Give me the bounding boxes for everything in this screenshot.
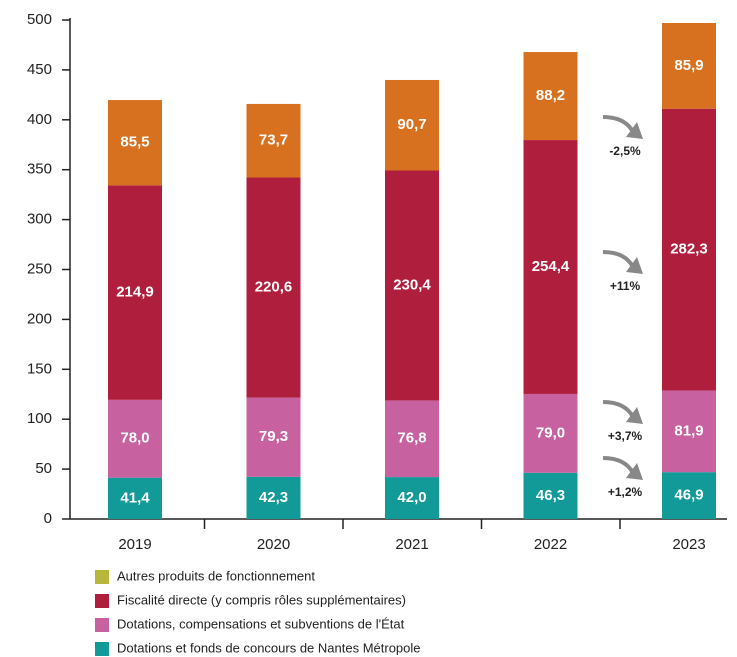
annotation: +3,7%	[608, 429, 643, 443]
bar-segment	[246, 397, 301, 477]
x-tick-label: 2021	[395, 536, 428, 553]
bar-segment	[523, 393, 578, 473]
bar-segment	[108, 185, 162, 400]
bar-segment	[523, 52, 578, 141]
annotation-arrowhead	[626, 463, 643, 480]
bar-segment	[662, 22, 716, 109]
annotation-arrow	[602, 250, 635, 269]
x-tick-label: 2020	[257, 536, 290, 553]
annotation-arrow	[602, 400, 635, 419]
y-tick-label: 500	[27, 11, 52, 28]
value-label: 85,9	[674, 57, 703, 74]
bar-segment	[662, 472, 716, 519]
y-tick-label: 100	[27, 410, 52, 427]
value-label: 81,9	[674, 422, 703, 439]
bar-segment	[246, 476, 301, 519]
value-label: 254,4	[532, 258, 570, 275]
annotation: -2,5%	[609, 144, 641, 158]
bar-segment	[108, 399, 162, 478]
annotation: +11%	[610, 279, 641, 293]
value-label: 88,2	[536, 87, 565, 104]
value-label: 76,8	[397, 430, 426, 447]
bar-segment	[385, 170, 439, 401]
bar-segment	[108, 477, 162, 519]
legend-swatch	[95, 594, 109, 608]
value-label: 78,0	[120, 430, 149, 447]
value-label: 42,3	[259, 489, 288, 506]
value-label: 90,7	[397, 116, 426, 133]
value-label: 230,4	[393, 276, 431, 293]
annotation-arrow	[602, 456, 635, 475]
y-tick-label: 350	[27, 161, 52, 178]
legend-label: Dotations, compensations et subventions …	[117, 616, 405, 631]
legend-swatch	[95, 570, 109, 584]
legend-label: Fiscalité directe (y compris rôles suppl…	[117, 592, 406, 607]
legend-label: Dotations et fonds de concours de Nantes…	[117, 640, 421, 655]
bar-segment	[662, 108, 716, 391]
value-label: 79,3	[259, 428, 288, 445]
y-tick-label: 250	[27, 260, 52, 277]
legend-swatch	[95, 618, 109, 632]
bar-segment	[246, 103, 301, 178]
annotation-arrowhead	[626, 122, 643, 139]
annotation: +1,2%	[608, 485, 643, 499]
y-tick-label: 400	[27, 111, 52, 128]
y-tick-label: 50	[35, 460, 52, 477]
x-tick-label: 2019	[118, 536, 151, 553]
value-label: 79,0	[536, 424, 565, 441]
bar-segment	[523, 472, 578, 519]
bar-segment	[385, 79, 439, 171]
value-label: 46,9	[674, 487, 703, 504]
legend-label: Autres produits de fonctionnement	[117, 568, 315, 583]
value-label: 282,3	[670, 241, 708, 258]
value-label: 42,0	[397, 489, 426, 506]
value-label: 214,9	[116, 284, 154, 301]
bar-segment	[385, 400, 439, 478]
annotation-arrow	[602, 115, 635, 134]
y-tick-label: 150	[27, 360, 52, 377]
y-tick-label: 300	[27, 211, 52, 228]
bar-segment	[523, 140, 578, 394]
y-tick-label: 450	[27, 61, 52, 78]
value-label: 73,7	[259, 132, 288, 149]
value-label: 46,3	[536, 487, 565, 504]
value-label: 41,4	[120, 489, 150, 506]
legend-swatch	[95, 642, 109, 656]
value-label: 220,6	[255, 279, 293, 296]
bar-segment	[385, 477, 439, 519]
x-tick-label: 2023	[672, 536, 705, 553]
bar-segment	[108, 100, 162, 186]
y-tick-label: 0	[44, 510, 52, 527]
bar-segment	[246, 177, 301, 398]
bar-segment	[662, 390, 716, 473]
annotation-arrowhead	[626, 257, 643, 274]
value-label: 85,5	[120, 134, 149, 151]
annotation-arrowhead	[626, 407, 643, 424]
x-tick-label: 2022	[534, 536, 567, 553]
y-tick-label: 200	[27, 310, 52, 327]
